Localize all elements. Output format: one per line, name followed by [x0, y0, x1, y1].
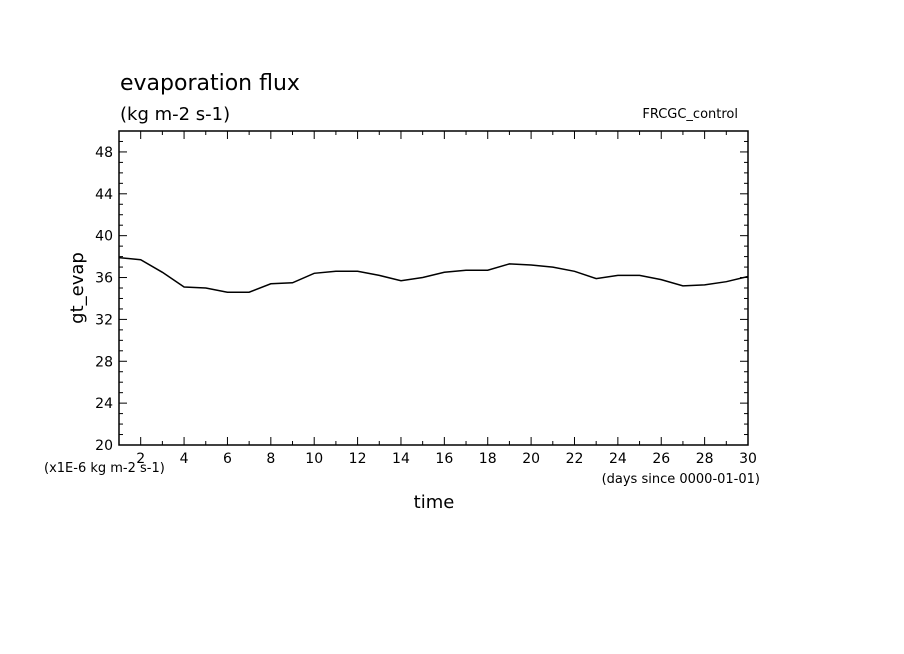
- y-unit-note: (x1E-6 kg m-2 s-1): [44, 461, 165, 476]
- x-axis-ticks: 2 4 6 8 10 12 14 16 18 20 22 24 26 28 30: [118, 131, 757, 467]
- y-tick-label: 24: [95, 396, 113, 412]
- chart-title: evaporation flux: [120, 71, 300, 96]
- y-tick-label: 20: [95, 438, 113, 454]
- y-tick-label: 40: [95, 229, 113, 245]
- y-tick-label: 28: [95, 354, 113, 370]
- plot-frame: [118, 130, 749, 446]
- y-tick-label: 32: [95, 312, 113, 328]
- y-axis-ticks: 20 24 28 32 36 40 44 48: [95, 130, 748, 454]
- y-tick-label: 48: [95, 145, 113, 161]
- chart-subtitle: (kg m-2 s-1): [120, 104, 230, 125]
- y-tick-label: 44: [95, 187, 113, 203]
- x-tick-label: 26: [652, 451, 670, 467]
- x-tick-label: 22: [566, 451, 584, 467]
- x-axis-label: time: [414, 492, 455, 513]
- x-unit-note: (days since 0000-01-01): [602, 472, 760, 487]
- x-tick-label: 14: [392, 451, 410, 467]
- x-tick-label: 24: [609, 451, 627, 467]
- y-axis-label: gt_evap: [67, 252, 88, 324]
- y-tick-label: 36: [95, 271, 113, 287]
- x-tick-label: 2: [136, 451, 145, 467]
- x-tick-label: 20: [522, 451, 540, 467]
- x-tick-label: 6: [223, 451, 232, 467]
- x-tick-label: 16: [435, 451, 453, 467]
- x-tick-label: 28: [696, 451, 714, 467]
- x-tick-label: 18: [479, 451, 497, 467]
- x-tick-label: 4: [180, 451, 189, 467]
- experiment-label: FRCGC_control: [642, 107, 738, 122]
- x-tick-label: 12: [349, 451, 367, 467]
- x-tick-label: 10: [305, 451, 323, 467]
- x-tick-label: 8: [266, 451, 275, 467]
- gt-evap-series-line: [118, 256, 749, 293]
- x-tick-label: 30: [739, 451, 757, 467]
